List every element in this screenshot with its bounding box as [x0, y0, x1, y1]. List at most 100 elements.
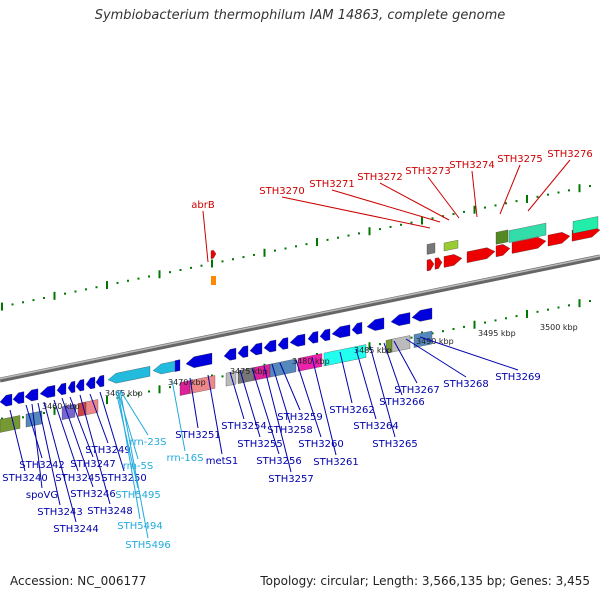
reverse-gene — [390, 312, 411, 326]
gene-label-top: STH3273 — [405, 166, 450, 177]
gene-label-top: STH3270 — [259, 186, 304, 197]
forward-gene — [426, 259, 435, 272]
top-tick-minor-tick — [484, 206, 486, 209]
gene-label-bottom: STH3256 — [256, 456, 301, 467]
rna-gene — [152, 360, 176, 375]
reverse-gene — [249, 342, 263, 356]
top-tick-minor-tick — [232, 258, 234, 261]
gene-label-bottom: STH3268 — [443, 379, 488, 390]
cog-box — [426, 242, 436, 255]
gene-label-bottom: rrn-23S — [130, 437, 167, 448]
gene-label-bottom: STH3245 — [55, 473, 100, 484]
forward-gene-abrB — [210, 250, 217, 259]
cog-box — [323, 344, 367, 367]
bottom-tick-minor-tick — [557, 306, 560, 309]
label-leader — [115, 390, 139, 489]
bottom-tick-major-tick — [53, 406, 56, 415]
accession-label: Accession: NC_006177 — [10, 574, 147, 588]
bottom-tick-minor-tick — [410, 336, 413, 339]
top-tick-minor-tick — [22, 301, 24, 304]
forward-gene — [434, 257, 443, 270]
bottom-tick-major-tick — [158, 385, 161, 394]
reverse-gene — [277, 337, 289, 350]
label-leader — [9, 409, 26, 472]
gene-label-bottom: STH3244 — [53, 524, 98, 535]
label-leader — [499, 164, 521, 215]
forward-gene — [547, 232, 571, 247]
gene-label-bottom: STH3247 — [70, 459, 115, 470]
label-leader — [369, 345, 396, 438]
reverse-gene — [67, 380, 76, 394]
bottom-tick-minor-tick — [221, 375, 224, 378]
reverse-gene — [263, 339, 277, 353]
gene-label-bottom: STH3259 — [277, 412, 322, 423]
top-tick-major-tick — [368, 227, 371, 236]
top-tick-minor-tick — [463, 210, 465, 213]
forward-gene — [495, 244, 511, 258]
label-leader — [189, 377, 199, 429]
top-tick-minor-tick — [200, 264, 203, 267]
gene-label-bottom: STH3257 — [268, 474, 313, 485]
gene-label-bottom: rrn-16S — [167, 453, 204, 464]
label-leader — [229, 371, 245, 420]
gene-label-top: STH3275 — [497, 154, 542, 165]
label-leader — [99, 391, 125, 472]
reverse-gene — [56, 382, 67, 396]
gene-label-bottom: STH5495 — [115, 490, 160, 501]
top-tick-minor-tick — [85, 288, 87, 291]
label-leader — [271, 363, 291, 424]
top-tick-major-tick — [158, 270, 161, 279]
bottom-tick-minor-tick — [137, 392, 140, 395]
label-leader — [239, 369, 261, 438]
top-tick-minor-tick — [494, 204, 497, 207]
label-leader — [117, 390, 141, 520]
top-tick-major-tick — [263, 248, 266, 257]
top-tick-minor-tick — [148, 275, 150, 278]
scale-label: 3475 kbp — [230, 367, 268, 376]
top-tick-major-tick — [578, 184, 581, 193]
gene-label-bottom: spoVG — [26, 490, 58, 501]
cog-box — [572, 216, 599, 234]
cog-box — [413, 330, 433, 348]
label-leader — [25, 404, 43, 459]
reverse-gene — [319, 328, 331, 342]
forward-gene — [466, 247, 496, 263]
top-tick-minor-tick — [274, 249, 276, 252]
top-tick-minor-tick — [242, 256, 245, 259]
gene-label-bottom: STH3261 — [313, 457, 358, 468]
gene-label-bottom: STH3243 — [37, 507, 82, 518]
bottom-tick-minor-tick — [148, 390, 150, 393]
bottom-tick-minor-tick — [22, 416, 24, 419]
gene-label-bottom: STH3240 — [2, 473, 47, 484]
gene-label-bottom: STH3242 — [19, 460, 64, 471]
reverse-gene — [223, 347, 237, 361]
reverse-gene — [0, 393, 13, 407]
cog-box — [391, 335, 411, 353]
reverse-gene — [85, 376, 96, 390]
gene-label-bottom: STH3267 — [394, 385, 439, 396]
gene-label-bottom: metS1 — [206, 456, 239, 467]
scale-label: 3465 kbp — [105, 389, 143, 398]
top-tick-major-tick — [421, 216, 423, 225]
genome-summary: Topology: circular; Length: 3,566,135 bp… — [260, 574, 590, 588]
gene-label-top: STH3274 — [449, 160, 494, 171]
label-leader — [281, 196, 431, 229]
top-tick-minor-tick — [400, 223, 402, 226]
forward-gene-marker — [211, 276, 216, 285]
gene-label-bottom: STH3262 — [329, 405, 374, 416]
label-leader — [331, 189, 441, 223]
label-leader — [89, 393, 109, 444]
reverse-gene — [351, 322, 363, 335]
label-leader — [37, 402, 61, 506]
top-tick-major-tick — [211, 259, 213, 268]
top-tick-minor-tick — [326, 238, 329, 241]
top-tick-minor-tick — [358, 232, 360, 235]
top-tick-minor-tick — [116, 281, 119, 284]
bottom-tick-major-tick — [106, 396, 108, 405]
bottom-tick-minor-tick — [43, 411, 45, 414]
bottom-tick-major-tick — [473, 320, 476, 329]
bottom-tick-minor-tick — [536, 310, 539, 313]
gene-label-bottom: STH3266 — [379, 397, 424, 408]
genome-backbone-highlight — [0, 255, 600, 380]
